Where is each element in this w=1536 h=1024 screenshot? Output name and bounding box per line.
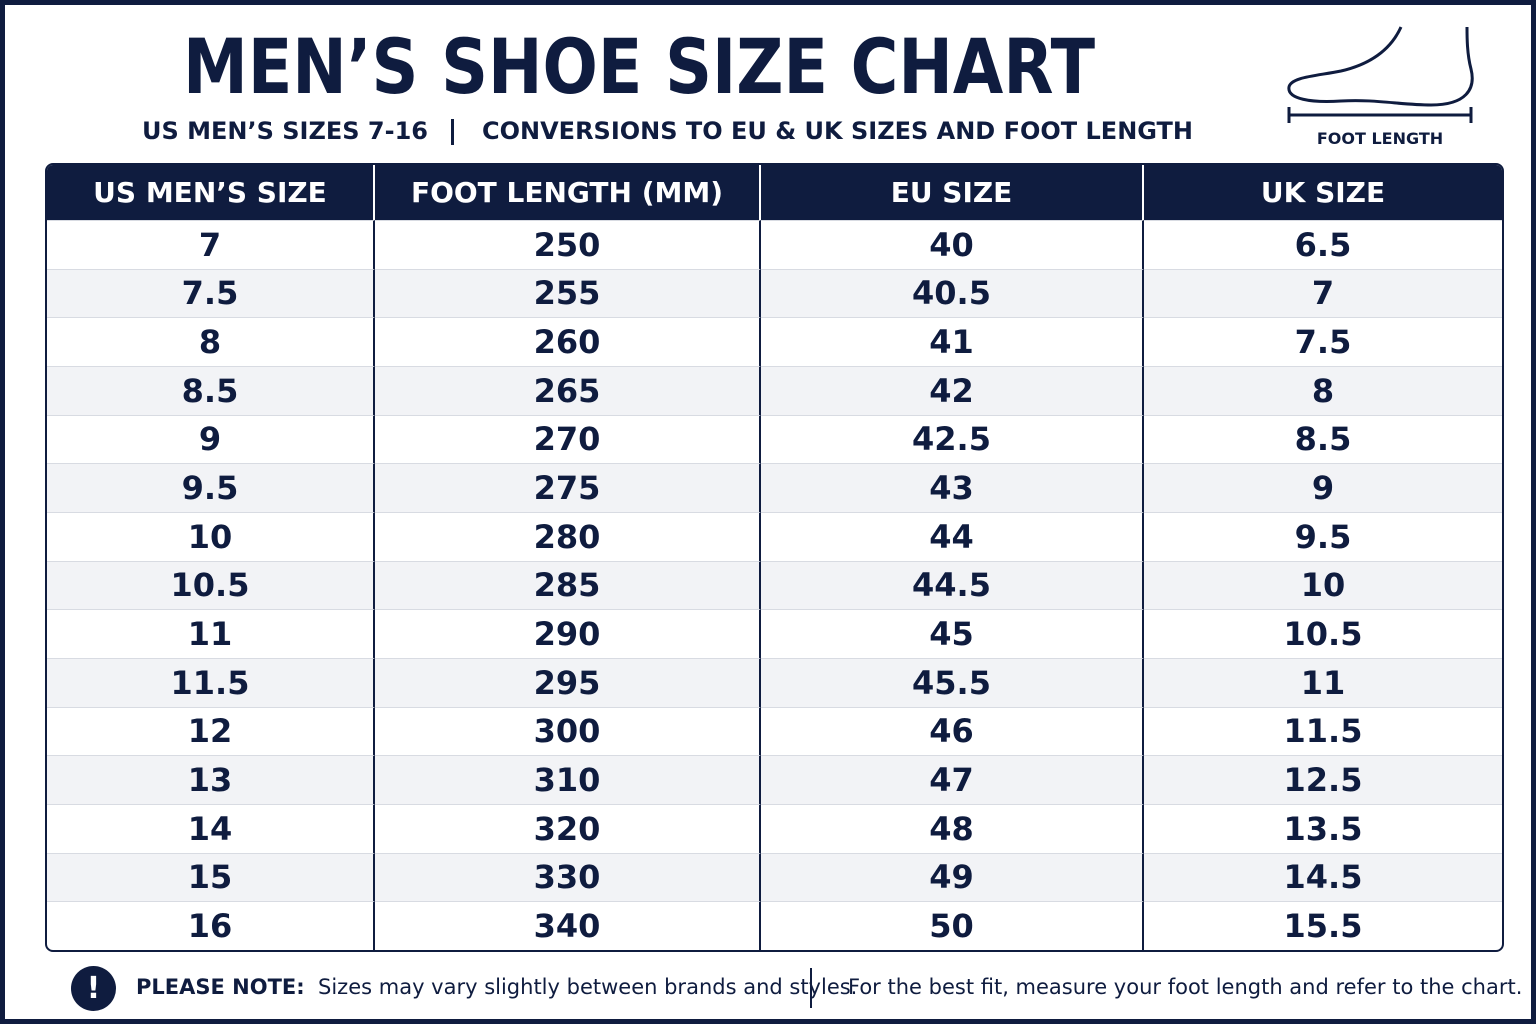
table-cell: 43: [761, 463, 1144, 512]
note-icon: !: [71, 966, 116, 1011]
table-cell: 12.5: [1144, 755, 1502, 804]
size-table: US MEN’S SIZE FOOT LENGTH (MM) EU SIZE UK S…: [45, 163, 1504, 952]
table-cell: 45.5: [761, 657, 1144, 707]
table-cell: 10: [1144, 560, 1502, 610]
separator: [451, 119, 454, 145]
column-header: EU SIZE: [761, 165, 1144, 220]
table-cell: 9: [1144, 463, 1502, 512]
table-cell: 46: [761, 706, 1144, 756]
separator: [810, 968, 812, 1008]
table-cell: 10.5: [1144, 609, 1502, 658]
title: MEN’S SHOE SIZE CHART: [183, 23, 1095, 111]
column-header: FOOT LENGTH (MM): [375, 165, 761, 220]
table-cell: 280: [375, 511, 761, 561]
table-cell: 13.5: [1144, 803, 1502, 853]
table-cell: 8.5: [1144, 414, 1502, 464]
table-cell: 9: [47, 414, 375, 464]
icon-label: FOOT LENGTH: [1317, 129, 1443, 148]
table-row: 7 250 40 6.5: [47, 220, 1502, 269]
table-cell: 14: [47, 803, 375, 853]
note-text: For the best fit, measure your foot leng…: [848, 975, 1523, 999]
table-cell: 6.5: [1144, 220, 1502, 269]
table-cell: 320: [375, 803, 761, 853]
table-row: 10.5 285 44.5 10: [47, 560, 1502, 610]
table-cell: 10.5: [47, 560, 375, 610]
table-cell: 255: [375, 268, 761, 318]
table-cell: 40.5: [761, 268, 1144, 318]
table-cell: 330: [375, 852, 761, 902]
table-row: 9.5 275 43 9: [47, 463, 1502, 512]
table-row: 12 300 46 11.5: [47, 706, 1502, 756]
table-cell: 13: [47, 755, 375, 804]
note-label: PLEASE NOTE:: [136, 975, 305, 999]
foot-icon: FOOT LENGTH: [1287, 26, 1474, 148]
table-cell: 7: [1144, 268, 1502, 318]
column-header: UK SIZE: [1144, 165, 1502, 220]
table-row: 11 290 45 10.5: [47, 609, 1502, 658]
table-cell: 49: [761, 852, 1144, 902]
table-row: 7.5 255 40.5 7: [47, 268, 1502, 318]
table-cell: 12: [47, 706, 375, 756]
table-cell: 16: [47, 901, 375, 950]
table-cell: 11.5: [47, 657, 375, 707]
table-row: 9 270 42.5 8.5: [47, 414, 1502, 464]
table-row: 14 320 48 13.5: [47, 803, 1502, 853]
table-cell: 8: [47, 317, 375, 366]
table-cell: 250: [375, 220, 761, 269]
table-cell: 8: [1144, 365, 1502, 415]
table-cell: 11: [1144, 657, 1502, 707]
note-text: Sizes may vary slightly between brands a…: [318, 975, 858, 999]
table-cell: 310: [375, 755, 761, 804]
table-row: 11.5 295 45.5 11: [47, 657, 1502, 707]
subtitle: US MEN’S SIZES 7-16: [142, 117, 428, 145]
table-cell: 15.5: [1144, 901, 1502, 950]
table-cell: 275: [375, 463, 761, 512]
table-cell: 40: [761, 220, 1144, 269]
table-cell: 340: [375, 901, 761, 950]
table-cell: 42: [761, 365, 1144, 415]
table-cell: 41: [761, 317, 1144, 366]
table-cell: 44: [761, 511, 1144, 561]
table-row: 16 340 50 15.5: [47, 901, 1502, 950]
table-cell: 14.5: [1144, 852, 1502, 902]
note: PLEASE NOTE: Sizes may vary slightly bet…: [136, 975, 857, 999]
table-cell: 300: [375, 706, 761, 756]
table-row: 10 280 44 9.5: [47, 511, 1502, 561]
header-row: US MEN’S SIZE FOOT LENGTH (MM) EU SIZE UK S…: [47, 165, 1502, 220]
table-cell: 7: [47, 220, 375, 269]
table-cell: 290: [375, 609, 761, 658]
table-cell: 270: [375, 414, 761, 464]
table-cell: 8.5: [47, 365, 375, 415]
table-row: 8 260 41 7.5: [47, 317, 1502, 366]
table-cell: 48: [761, 803, 1144, 853]
table-cell: 11: [47, 609, 375, 658]
table-row: 8.5 265 42 8: [47, 365, 1502, 415]
table-cell: 9.5: [47, 463, 375, 512]
table-cell: 44.5: [761, 560, 1144, 610]
table-cell: 265: [375, 365, 761, 415]
column-header: US MEN’S SIZE: [47, 165, 375, 220]
table-cell: 10: [47, 511, 375, 561]
table-cell: 42.5: [761, 414, 1144, 464]
table-cell: 11.5: [1144, 706, 1502, 756]
table-cell: 7.5: [47, 268, 375, 318]
table-cell: 50: [761, 901, 1144, 950]
table-row: 15 330 49 14.5: [47, 852, 1502, 902]
table-cell: 45: [761, 609, 1144, 658]
table-cell: 7.5: [1144, 317, 1502, 366]
table-cell: 260: [375, 317, 761, 366]
table-cell: 285: [375, 560, 761, 610]
title-box: MEN’S SHOE SIZE CHART: [183, 23, 1095, 111]
table-row: 13 310 47 12.5: [47, 755, 1502, 804]
table-cell: 295: [375, 657, 761, 707]
table-cell: 47: [761, 755, 1144, 804]
subtitle: CONVERSIONS TO EU & UK SIZES AND FOOT LE…: [482, 117, 1194, 145]
table-cell: 9.5: [1144, 511, 1502, 561]
table-cell: 15: [47, 852, 375, 902]
